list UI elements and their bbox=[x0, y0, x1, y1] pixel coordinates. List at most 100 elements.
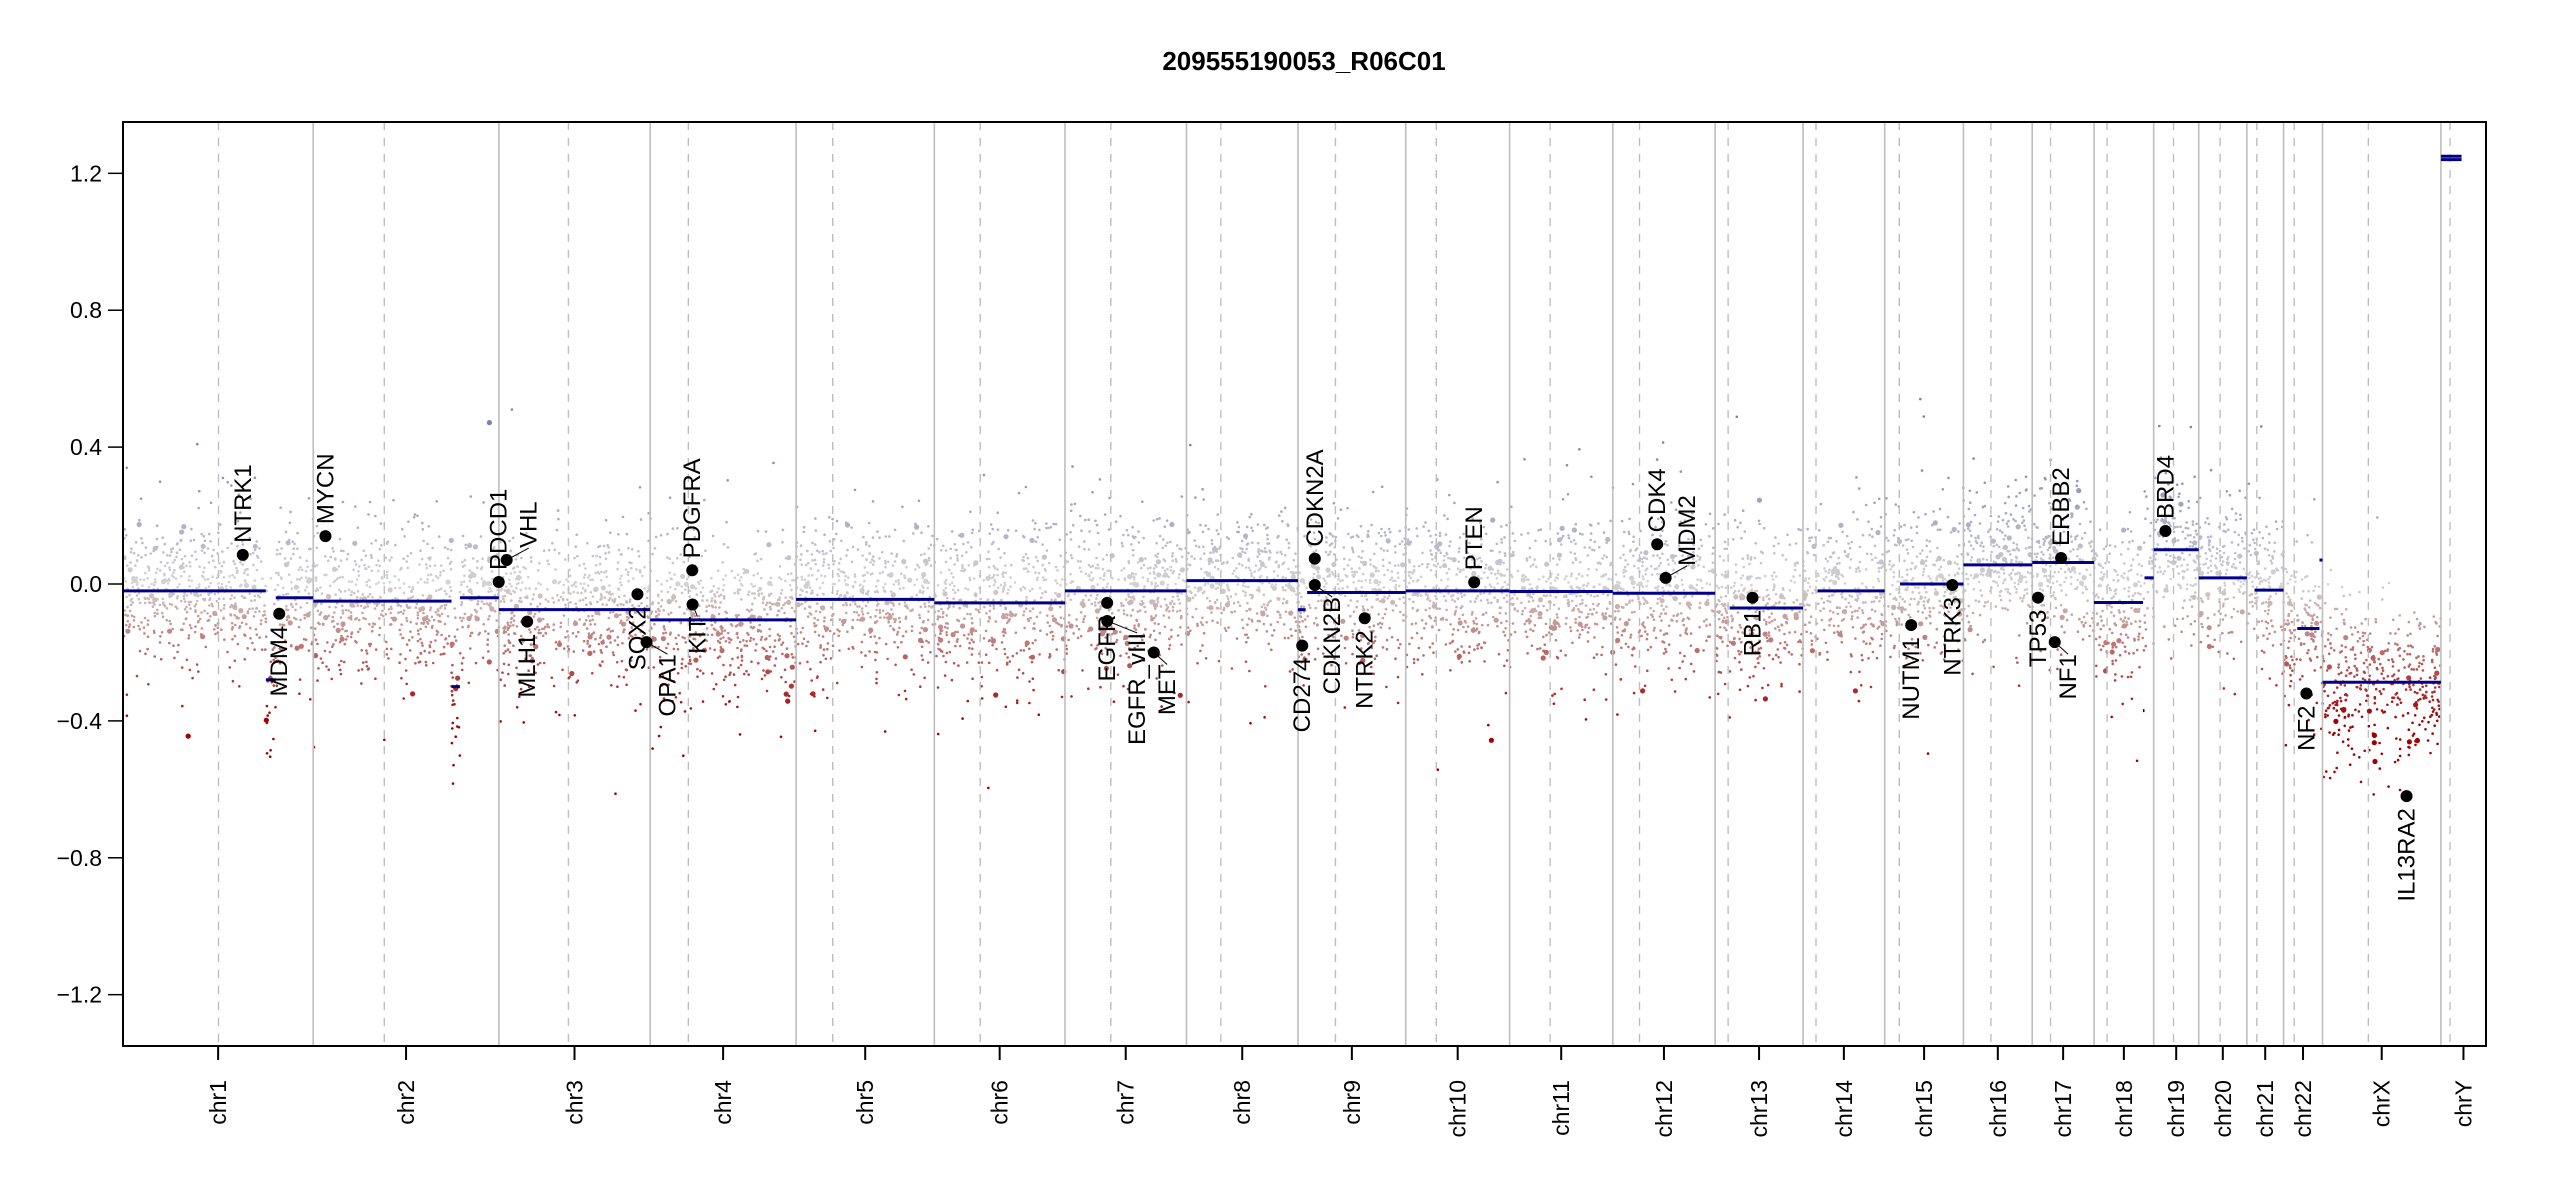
probe-point bbox=[1500, 621, 1503, 625]
probe-point bbox=[183, 608, 187, 611]
probe-point bbox=[341, 575, 345, 579]
probe-point bbox=[561, 668, 564, 672]
probe-point bbox=[1120, 601, 1123, 605]
probe-point bbox=[368, 622, 371, 626]
probe-point bbox=[1107, 569, 1111, 572]
probe-point bbox=[294, 617, 298, 621]
probe-point bbox=[367, 667, 371, 670]
probe-point bbox=[508, 578, 511, 582]
probe-point bbox=[532, 615, 536, 618]
probe-point bbox=[992, 583, 996, 587]
probe-point bbox=[659, 534, 663, 537]
probe-point bbox=[1496, 569, 1500, 572]
probe-point bbox=[606, 634, 612, 640]
probe-point bbox=[1003, 583, 1007, 587]
probe-point bbox=[1218, 547, 1221, 550]
probe-point bbox=[1178, 609, 1182, 612]
probe-point bbox=[1513, 630, 1517, 634]
probe-point bbox=[865, 543, 868, 546]
probe-point bbox=[361, 611, 364, 615]
probe-point bbox=[1045, 549, 1049, 552]
probe-point bbox=[374, 648, 378, 651]
probe-point bbox=[718, 641, 722, 644]
probe-point bbox=[1589, 594, 1593, 597]
probe-point bbox=[773, 645, 776, 648]
probe-point bbox=[519, 634, 523, 638]
probe-point bbox=[469, 647, 472, 650]
probe-point bbox=[673, 573, 676, 576]
probe-point bbox=[1429, 568, 1433, 572]
probe-point bbox=[415, 602, 419, 606]
probe-point bbox=[537, 581, 540, 585]
probe-point bbox=[972, 577, 976, 580]
probe-point bbox=[1213, 600, 1217, 604]
probe-point bbox=[919, 605, 923, 609]
probe-point bbox=[796, 642, 800, 646]
probe-point bbox=[278, 662, 282, 665]
probe-point bbox=[1424, 622, 1428, 625]
probe-point bbox=[1197, 586, 1203, 592]
probe-point bbox=[594, 637, 597, 641]
probe-point bbox=[872, 559, 876, 563]
probe-point bbox=[1165, 519, 1169, 522]
probe-point bbox=[1166, 567, 1169, 571]
probe-point bbox=[487, 617, 490, 621]
probe-point bbox=[1248, 669, 1251, 673]
probe-point bbox=[781, 641, 785, 644]
probe-point bbox=[1236, 583, 1240, 586]
probe-point bbox=[149, 593, 155, 599]
probe-point bbox=[450, 689, 454, 693]
probe-point bbox=[1031, 519, 1035, 522]
probe-point bbox=[171, 561, 175, 564]
probe-point bbox=[381, 609, 384, 613]
probe-point bbox=[1411, 593, 1415, 597]
probe-point bbox=[578, 618, 582, 621]
probe-point bbox=[1410, 622, 1414, 626]
probe-point bbox=[240, 621, 244, 625]
probe-point bbox=[341, 627, 344, 631]
probe-point bbox=[155, 524, 159, 527]
probe-point bbox=[594, 571, 597, 575]
probe-point bbox=[935, 537, 939, 541]
probe-point bbox=[507, 633, 510, 636]
probe-point bbox=[1266, 614, 1269, 618]
probe-point bbox=[1266, 603, 1269, 607]
probe-point bbox=[1345, 575, 1349, 578]
probe-point bbox=[249, 553, 252, 556]
probe-point bbox=[484, 630, 487, 633]
probe-point bbox=[634, 633, 637, 637]
probe-point bbox=[251, 641, 254, 645]
probe-point bbox=[718, 606, 721, 609]
probe-point bbox=[185, 733, 191, 739]
probe-point bbox=[1210, 538, 1214, 542]
probe-point bbox=[233, 614, 236, 617]
probe-point bbox=[1155, 555, 1159, 559]
probe-point bbox=[1151, 618, 1154, 622]
probe-point bbox=[541, 617, 545, 621]
probe-point bbox=[1161, 664, 1164, 667]
probe-point bbox=[451, 727, 454, 730]
probe-point bbox=[1034, 571, 1037, 574]
probe-point bbox=[1412, 661, 1416, 665]
probe-point bbox=[921, 576, 925, 580]
probe-point bbox=[222, 597, 225, 601]
probe-point bbox=[1505, 523, 1508, 527]
probe-point bbox=[165, 579, 169, 582]
probe-point bbox=[152, 549, 155, 553]
probe-point bbox=[1197, 545, 1201, 549]
probe-point bbox=[1451, 633, 1454, 636]
probe-point bbox=[823, 619, 826, 623]
probe-point bbox=[1054, 565, 1058, 569]
probe-point bbox=[321, 661, 324, 664]
probe-point bbox=[286, 615, 289, 619]
probe-point bbox=[513, 571, 516, 574]
probe-point bbox=[529, 643, 533, 646]
probe-point bbox=[137, 624, 140, 628]
probe-point bbox=[1080, 529, 1083, 532]
probe-point bbox=[811, 559, 814, 562]
probe-point bbox=[1022, 559, 1025, 563]
probe-point bbox=[1317, 593, 1321, 597]
probe-point bbox=[1386, 597, 1389, 600]
probe-point bbox=[527, 575, 530, 579]
probe-point bbox=[1607, 577, 1610, 581]
